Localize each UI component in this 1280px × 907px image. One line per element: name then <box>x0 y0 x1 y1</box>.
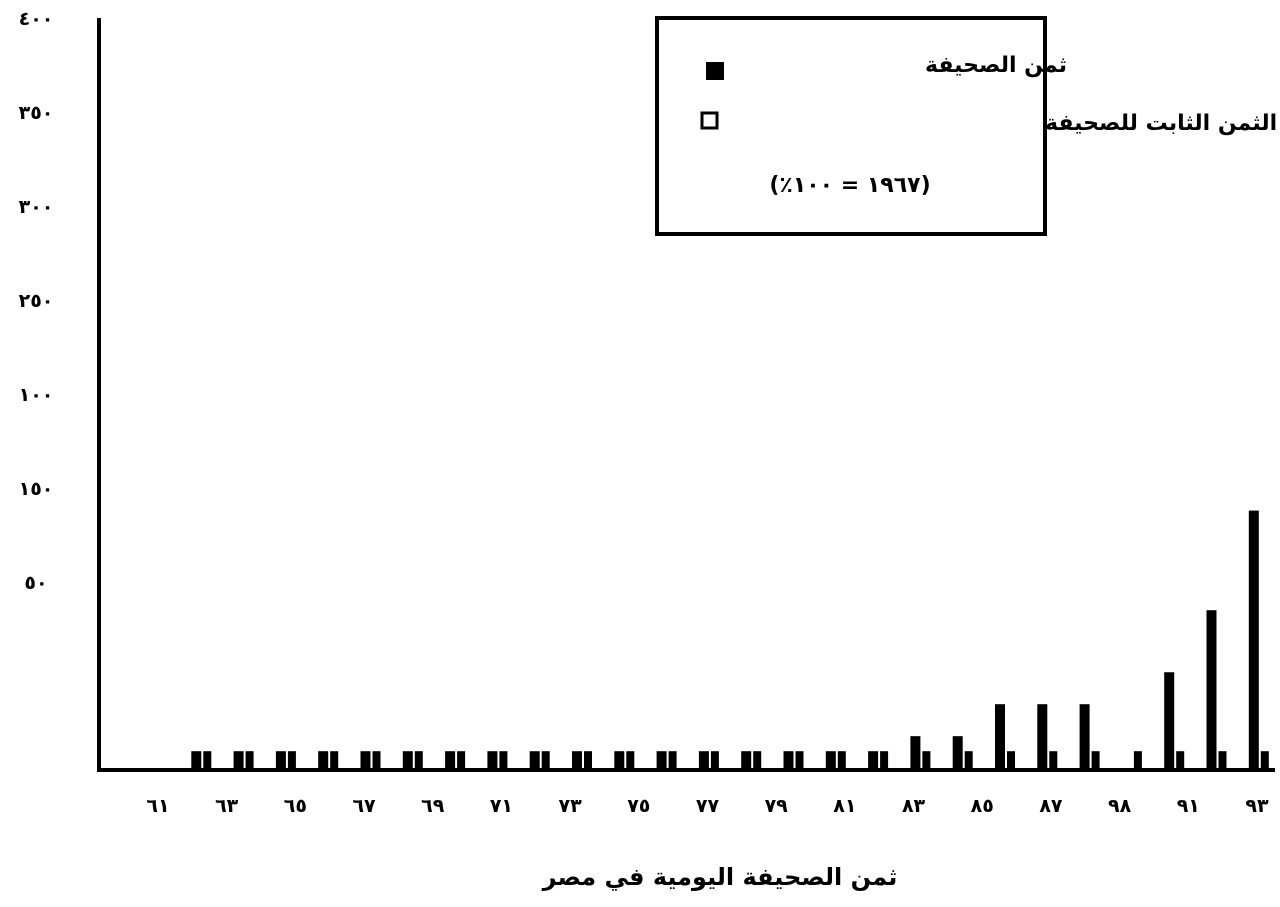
x-tick-label: ٧١ <box>490 795 513 817</box>
bar-price <box>318 751 329 770</box>
bar-constant-price <box>626 751 635 770</box>
bar-constant-price <box>1007 751 1015 770</box>
bar-constant-price <box>203 751 212 770</box>
legend-swatch-outline <box>700 111 719 130</box>
bar-price <box>572 751 582 770</box>
x-tick-label: ٦٩ <box>421 795 445 817</box>
bar-price <box>995 704 1005 770</box>
bar-constant-price <box>541 751 550 770</box>
bar-price <box>656 751 667 770</box>
x-tick-label: ٦٥ <box>284 795 307 817</box>
legend: ثمن الصحيفة الثمن الثابت للصحيفة (١٩٦٧ =… <box>655 16 1277 236</box>
bar-price <box>275 751 286 770</box>
bar-constant-price <box>584 751 592 770</box>
bar-price <box>191 751 202 770</box>
bar-price <box>233 751 244 770</box>
bar-constant-price <box>372 751 381 770</box>
plot-area <box>191 510 1269 770</box>
bar-price <box>1079 704 1090 770</box>
bar-constant-price <box>1260 751 1269 770</box>
y-tick-label: ١٥٠ <box>19 478 54 500</box>
bar-constant-price <box>414 751 423 770</box>
bar-price <box>1206 610 1217 770</box>
bar-constant-price <box>499 751 508 770</box>
bar-constant-price <box>795 751 804 770</box>
y-tick-label: ٣٥٠ <box>19 102 54 124</box>
y-tick-label: ٥٠ <box>24 572 47 594</box>
x-tick-label: ٩٨ <box>1108 795 1132 817</box>
bar-price <box>1164 672 1175 770</box>
legend-box <box>655 16 1047 236</box>
x-tick-label: ٦٣ <box>215 795 239 817</box>
bar-price <box>360 751 371 770</box>
x-tick-label: ٧٥ <box>627 795 650 817</box>
bar-price <box>825 751 836 770</box>
y-tick-label: ١٠٠ <box>19 384 54 406</box>
bar-price <box>1248 510 1259 770</box>
legend-label-series-2: الثمن الثابت للصحيفة <box>1045 111 1277 136</box>
bar-constant-price <box>1049 751 1058 770</box>
y-tick-label: ٢٥٠ <box>19 290 54 312</box>
x-tick-label: ٦١ <box>146 795 169 817</box>
legend-label-series-1: ثمن الصحيفة <box>925 53 1067 78</box>
bar-price <box>529 751 540 770</box>
bar-price <box>910 736 921 770</box>
y-tick-label: ٣٠٠ <box>19 196 54 218</box>
bar-constant-price <box>330 751 339 770</box>
x-tick-label: ٦٧ <box>352 795 376 817</box>
x-axis-title: ثمن الصحيفة اليومية في مصر <box>542 863 898 891</box>
bar-price <box>487 751 498 770</box>
x-tick-label: ٧٩ <box>765 795 789 817</box>
y-tick-label: ٤٠٠ <box>19 8 54 30</box>
bar-price <box>868 751 879 770</box>
bar-constant-price <box>964 751 973 770</box>
bar-constant-price <box>837 751 846 770</box>
bar-constant-price <box>922 751 931 770</box>
bar-price <box>783 751 794 770</box>
x-tick-label: ٨١ <box>833 795 856 817</box>
x-tick-label: ٨٥ <box>971 795 994 817</box>
bar-constant-price <box>880 751 889 770</box>
bar-constant-price <box>668 751 677 770</box>
bar-price <box>614 751 625 770</box>
x-tick-label: ٩٣ <box>1245 795 1269 817</box>
bar-price <box>1037 704 1048 770</box>
bar-constant-price <box>457 751 466 770</box>
bar-constant-price <box>753 751 762 770</box>
x-tick-label: ٩١ <box>1177 795 1200 817</box>
x-tick-label: ٨٧ <box>1039 795 1063 817</box>
bar-price <box>741 751 752 770</box>
bar-price <box>445 751 456 770</box>
bar-price <box>698 751 709 770</box>
x-tick-label: ٨٣ <box>902 795 926 817</box>
bar-constant-price <box>1091 751 1100 770</box>
bar-price <box>402 751 413 770</box>
bar-constant-price <box>1218 751 1227 770</box>
bar-constant-price <box>1133 751 1142 770</box>
legend-note: (١٩٦٧ = ١٠٠٪) <box>769 173 930 198</box>
x-tick-label: ٧٣ <box>559 795 583 817</box>
bar-constant-price <box>1176 751 1185 770</box>
bar-constant-price <box>245 751 254 770</box>
x-tick-label: ٧٧ <box>696 795 720 817</box>
axes: ٤٠٠ ٣٥٠ ٣٠٠ ٢٥٠ ١٠٠ ١٥٠ ٥٠ ٦١ ٦٣ ٦٥ ٦٧ ٦٩ ٧١ ٧٣ ٧٥ ٧٧ ٧٩… <box>19 8 1275 817</box>
bar-constant-price <box>710 751 719 770</box>
bar-constant-price <box>287 751 296 770</box>
bar-price <box>952 736 963 770</box>
legend-swatch-filled <box>706 62 724 80</box>
